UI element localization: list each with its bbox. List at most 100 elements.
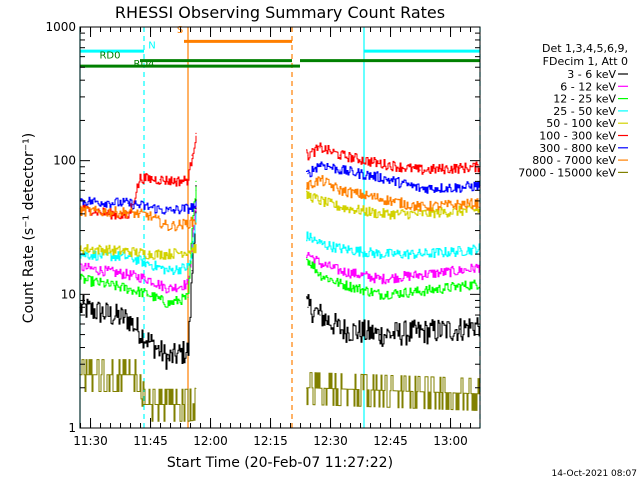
y-tick-label-0: 1 (68, 421, 76, 435)
legend-entry-5: 100 - 300 keV (539, 130, 616, 143)
series-point-0-4 (187, 349, 189, 352)
series-point-6-10 (459, 186, 461, 189)
series-point-3-4 (187, 266, 189, 268)
series-point-1-1 (127, 274, 129, 276)
x-tick-label-4: 12:30 (313, 434, 348, 448)
series-point-1-4 (187, 283, 189, 285)
series-point-3-2 (147, 262, 149, 265)
x-axis-label: Start Time (20-Feb-07 11:27:22) (167, 455, 393, 471)
series-point-6-4 (187, 207, 189, 209)
series-point-3-5 (191, 253, 193, 255)
legend-entry-4: 50 - 100 keV (546, 117, 616, 130)
x-tick-label-1: 11:45 (133, 434, 168, 448)
series-point-5-1 (127, 216, 129, 218)
series-point-7-6 (319, 179, 321, 181)
series-point-3-8 (319, 242, 321, 245)
series-point-6-1 (127, 202, 129, 204)
series-line-0 (80, 185, 481, 370)
series-point-0-11 (419, 331, 421, 333)
series-point-0-8 (319, 314, 321, 316)
legend-header-1: FDecim 1, Att 0 (543, 55, 628, 68)
series-point-4-9 (419, 213, 421, 215)
series-point-0-7 (307, 306, 309, 308)
series-point-7-8 (379, 198, 381, 200)
series-point-0-2 (147, 340, 149, 342)
legend-entry-0: 3 - 6 keV (567, 68, 616, 81)
series-point-5-10 (339, 154, 341, 156)
series-point-0-12 (459, 328, 461, 330)
x-tick-label-6: 13:00 (433, 434, 468, 448)
series-point-4-8 (379, 213, 381, 215)
legend-entry-8: 7000 - 15000 keV (518, 166, 616, 179)
legend-entry-6: 300 - 800 keV (539, 142, 616, 155)
plot-background (80, 27, 480, 428)
series-point-5-7 (195, 132, 197, 134)
legend-entry-2: 12 - 25 keV (553, 93, 616, 106)
series-point-7-7 (339, 189, 341, 191)
series-line-7 (80, 175, 481, 232)
series-point-6-2 (147, 206, 149, 208)
series-point-0-10 (379, 333, 381, 336)
series-point-3-11 (419, 253, 421, 255)
series-point-2-7 (307, 259, 309, 261)
series-point-2-12 (459, 285, 461, 287)
series-point-4-3 (167, 253, 169, 255)
series-point-2-6 (195, 180, 197, 182)
series-point-1-2 (147, 278, 149, 280)
series-point-8-4 (307, 387, 309, 389)
x-tick-label-2: 12:00 (193, 434, 228, 448)
y-tick-label-1: 10 (61, 287, 76, 301)
series-point-8-3 (187, 403, 189, 406)
series-point-1-7 (307, 253, 309, 255)
series-point-0-9 (339, 328, 341, 330)
series-point-7-9 (419, 206, 421, 208)
plot-border (79, 26, 481, 429)
series-point-4-5 (307, 194, 309, 196)
series-point-4-1 (127, 250, 129, 252)
series-point-0-1 (127, 318, 129, 320)
series-point-5-3 (159, 179, 161, 181)
x-tick-label-5: 12:45 (373, 434, 408, 448)
legend: Det 1,3,4,5,6,9,FDecim 1, Att 03 - 6 keV… (518, 42, 628, 179)
x-tick-label-0: 11:30 (73, 434, 108, 448)
series-point-5-11 (379, 163, 381, 165)
legend-entry-1: 6 - 12 keV (560, 80, 616, 93)
series-point-7-10 (459, 203, 461, 206)
series-line-3 (80, 214, 481, 275)
series-point-2-10 (379, 293, 381, 295)
series-point-6-7 (339, 169, 341, 171)
series-line-2 (80, 186, 481, 308)
series-point-0-5 (191, 270, 193, 272)
series-point-1-8 (319, 262, 321, 265)
series-point-5-9 (319, 147, 321, 149)
series-point-5-8 (307, 154, 309, 156)
series-point-5-13 (459, 167, 461, 169)
series-point-7-4 (187, 222, 189, 224)
series-point-3-10 (379, 253, 381, 255)
series-point-8-1 (139, 374, 141, 376)
flag-label-RD0: RD0 (99, 51, 120, 62)
series-point-1-3 (167, 288, 169, 290)
series-line-4 (80, 190, 481, 260)
series-point-2-1 (127, 288, 129, 290)
series-point-5-4 (175, 180, 177, 182)
series-point-3-9 (339, 247, 341, 250)
x-tick-label-3: 12:15 (253, 434, 288, 448)
series-point-6-9 (419, 187, 421, 190)
series-point-6-3 (167, 210, 169, 212)
series-point-8-2 (143, 403, 145, 406)
series-point-2-8 (319, 274, 321, 276)
plot-area (80, 27, 480, 428)
series-line-6 (80, 161, 481, 215)
series-point-2-5 (191, 229, 193, 232)
series-line-1 (80, 209, 481, 294)
series-point-7-2 (147, 214, 149, 216)
legend-entry-7: 800 - 7000 keV (532, 154, 616, 167)
flag-bars: S N RD0 RD4 (80, 25, 480, 70)
series-point-4-10 (459, 210, 461, 212)
series-point-4-7 (339, 206, 341, 208)
series-point-5-2 (139, 177, 141, 179)
footer-timestamp: 14-Oct-2021 08:07 (552, 469, 637, 479)
series-point-3-1 (127, 256, 129, 258)
series-point-4-6 (319, 200, 321, 202)
